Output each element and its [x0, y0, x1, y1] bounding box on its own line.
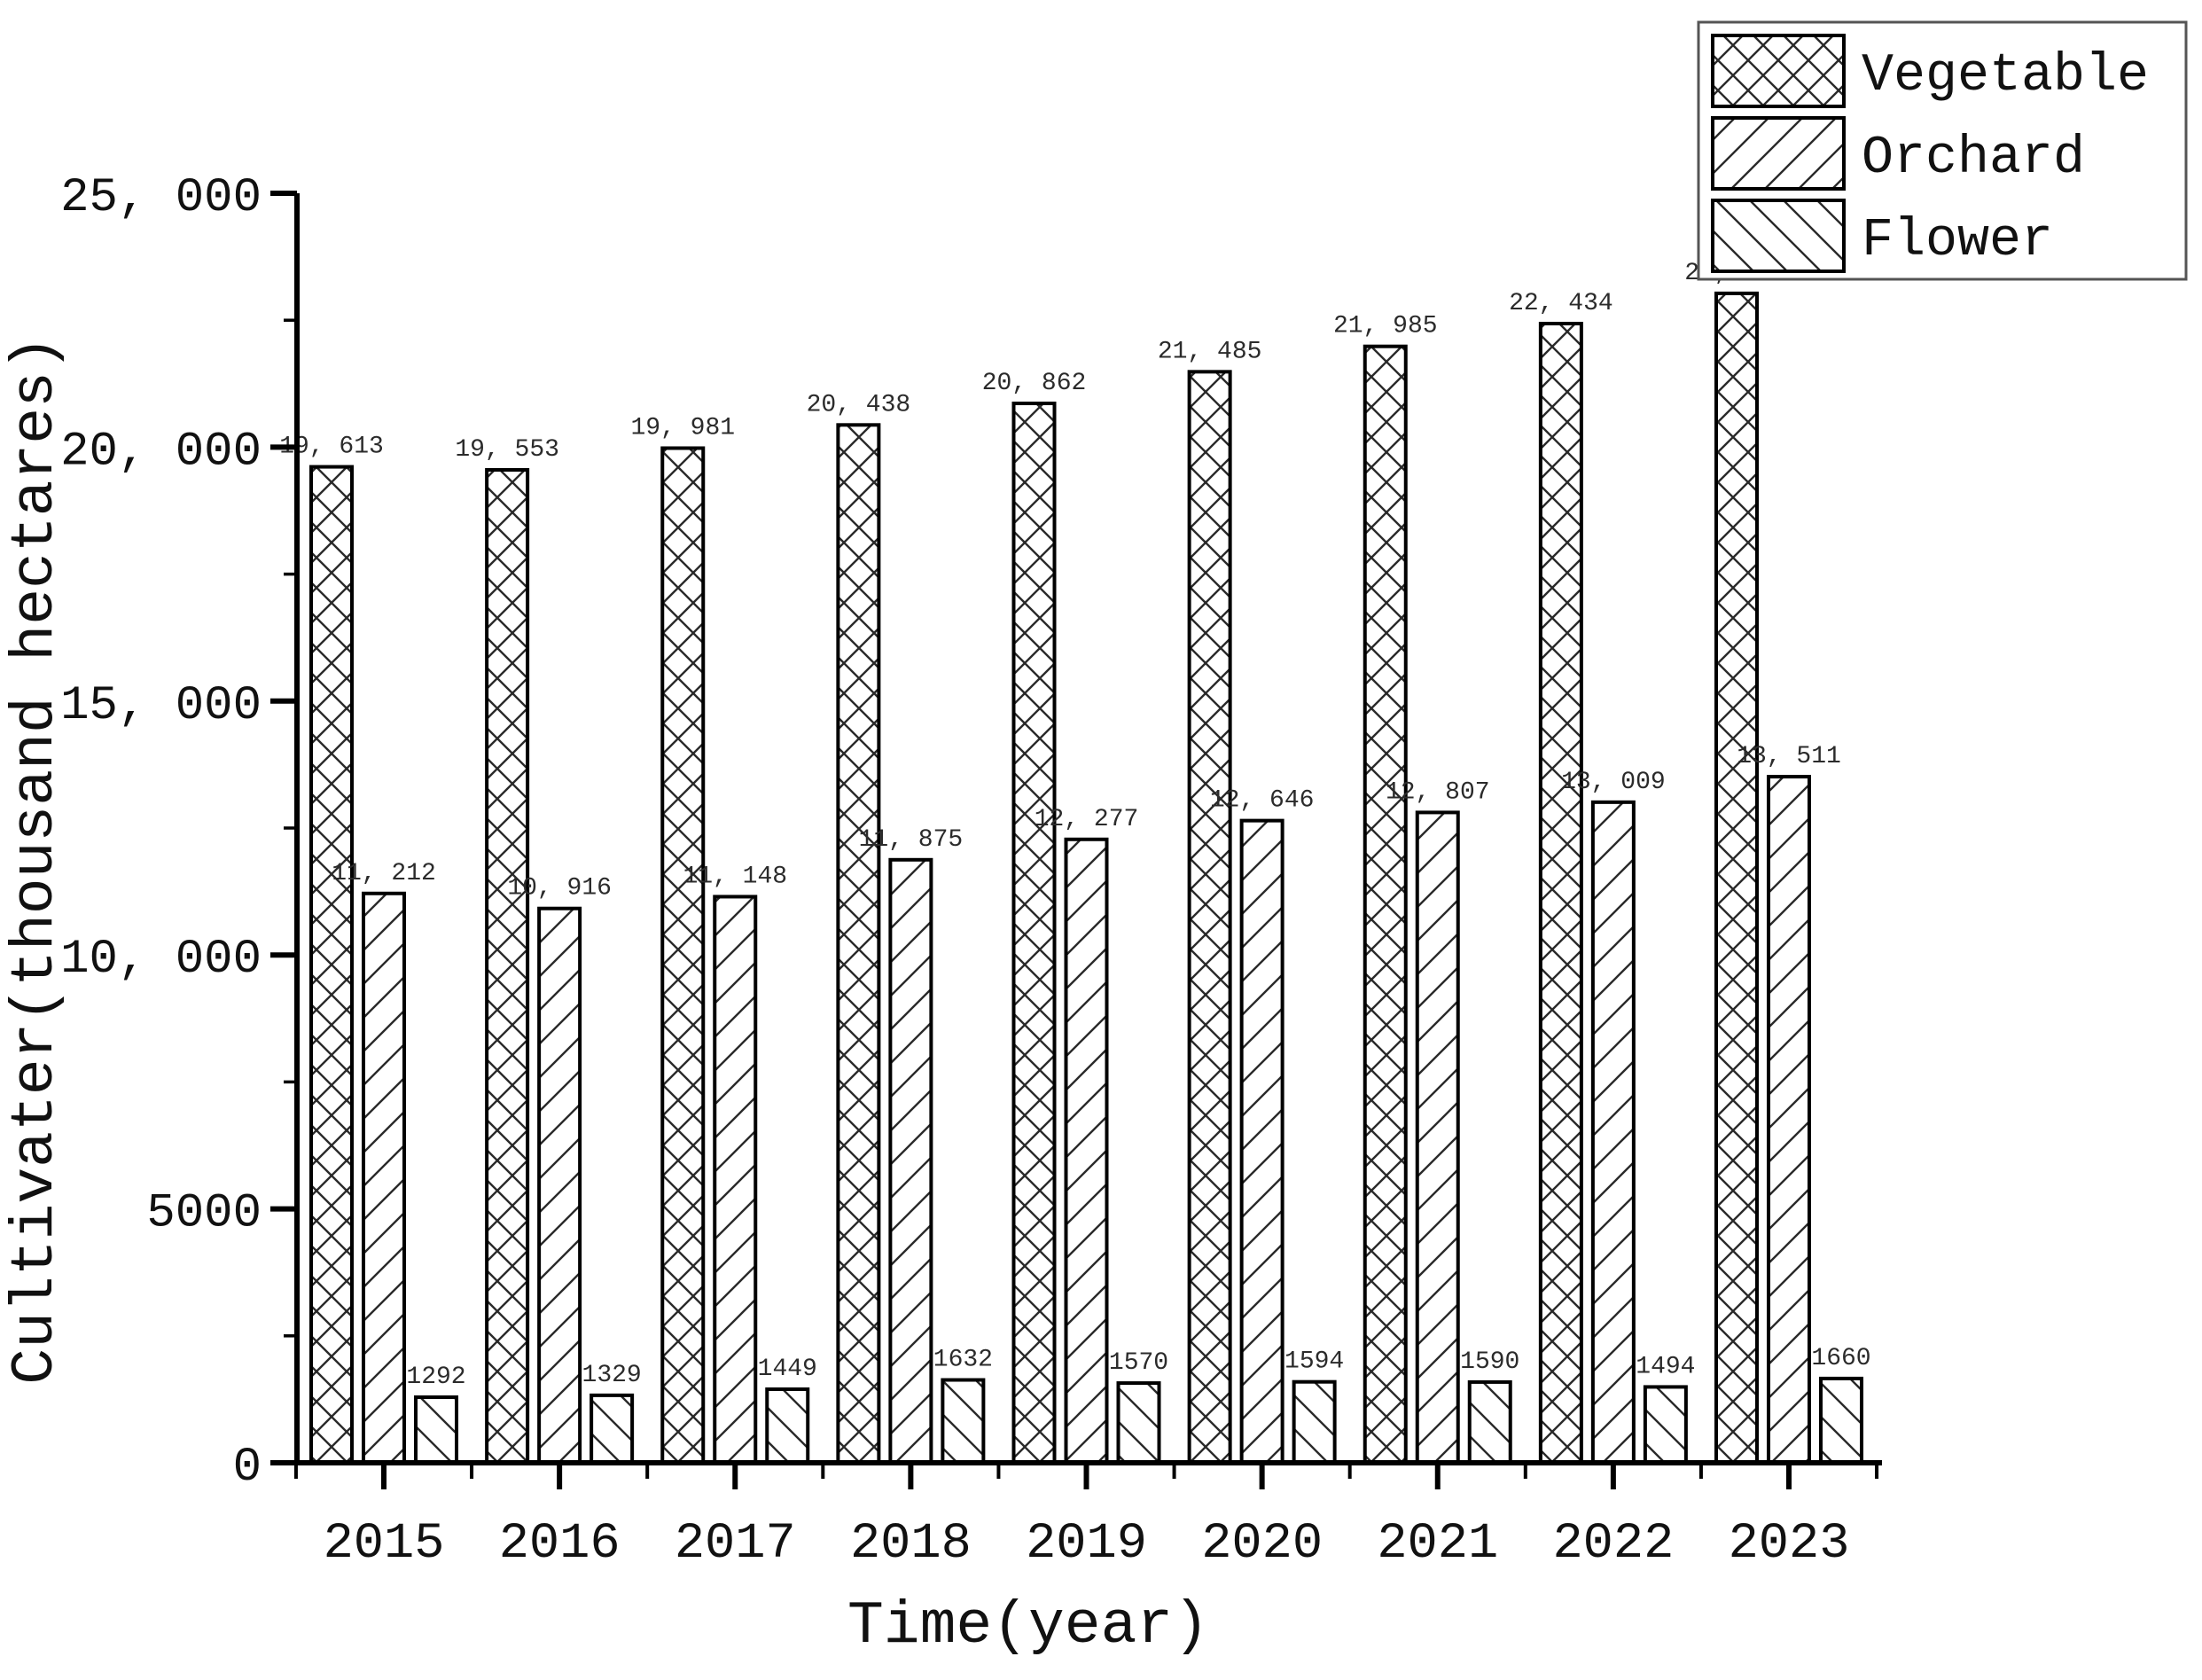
bar-vegetable-2015 — [309, 465, 354, 1465]
bar-value-label-vegetable-2022: 22, 434 — [1509, 290, 1613, 317]
y-tick-label: 10, 000 — [60, 933, 262, 987]
bar-value-label-flower-2022: 1494 — [1636, 1353, 1695, 1380]
bar-vegetable-2017 — [660, 446, 706, 1465]
legend-swatch-diagonal-backward — [1711, 199, 1846, 273]
x-tick-label: 2020 — [1201, 1516, 1323, 1573]
bar-value-label-vegetable-2016: 19, 553 — [455, 436, 559, 464]
bar-orchard-2023 — [1767, 775, 1811, 1465]
bar-vegetable-2020 — [1187, 370, 1232, 1465]
bar-orchard-2016 — [537, 906, 582, 1465]
axes-group — [270, 191, 1882, 1489]
x-tick-label: 2022 — [1552, 1516, 1674, 1573]
y-tick-label: 20, 000 — [60, 425, 262, 479]
x-tick-label: 2015 — [324, 1516, 445, 1573]
bar-value-label-vegetable-2021: 21, 985 — [1333, 313, 1438, 340]
bar-orchard-2018 — [888, 857, 933, 1465]
x-tick-label: 2016 — [499, 1516, 621, 1573]
bar-orchard-2019 — [1064, 837, 1109, 1465]
bar-flower-2023 — [1819, 1376, 1863, 1465]
legend-label-orchard: Orchard — [1862, 129, 2085, 189]
bar-value-label-orchard-2015: 11, 212 — [332, 860, 436, 887]
bar-flower-2022 — [1643, 1385, 1688, 1465]
bar-value-label-flower-2023: 1660 — [1811, 1345, 1870, 1372]
bar-flower-2021 — [1467, 1379, 1512, 1465]
bar-value-label-orchard-2019: 12, 277 — [1035, 806, 1139, 833]
legend-label-vegetable: Vegetable — [1862, 46, 2149, 106]
bar-flower-2019 — [1116, 1381, 1161, 1465]
bar-orchard-2015 — [362, 891, 406, 1465]
x-tick-label: 2021 — [1377, 1516, 1498, 1573]
bar-vegetable-2022 — [1538, 321, 1583, 1465]
bar-flower-2017 — [765, 1387, 810, 1465]
bar-value-label-orchard-2020: 12, 646 — [1210, 787, 1315, 815]
bar-flower-2016 — [590, 1393, 635, 1465]
bar-value-label-vegetable-2017: 19, 981 — [630, 414, 735, 441]
legend-item-flower: Flower — [1711, 199, 2053, 273]
bar-flower-2020 — [1292, 1379, 1337, 1465]
bar-vegetable-2023 — [1714, 291, 1759, 1465]
y-axis-title: Cultivater(thousand hectares) — [2, 335, 70, 1384]
y-tick-label: 25, 000 — [60, 171, 262, 225]
legend-item-orchard: Orchard — [1711, 116, 2085, 191]
bar-orchard-2021 — [1415, 810, 1460, 1465]
x-axis-title: Time(year) — [847, 1592, 1209, 1660]
bar-value-label-orchard-2018: 11, 875 — [859, 826, 964, 854]
legend-item-vegetable: Vegetable — [1711, 34, 2149, 108]
bar-orchard-2020 — [1239, 818, 1284, 1465]
legend-swatch-crosshatch — [1711, 34, 1846, 108]
bar-vegetable-2016 — [485, 468, 530, 1465]
bar-vegetable-2021 — [1363, 344, 1408, 1465]
y-tick-label: 15, 000 — [60, 679, 262, 733]
y-tick-label: 5000 — [146, 1187, 262, 1241]
bar-value-label-vegetable-2019: 20, 862 — [982, 370, 1087, 397]
x-tick-label: 2017 — [675, 1516, 796, 1573]
x-tick-label: 2018 — [850, 1516, 972, 1573]
x-tick-label: 2019 — [1026, 1516, 1147, 1573]
bar-orchard-2017 — [713, 895, 758, 1465]
legend-swatch-diagonal-forward — [1711, 116, 1846, 191]
bar-value-label-flower-2021: 1590 — [1460, 1348, 1519, 1376]
bar-value-label-vegetable-2020: 21, 485 — [1158, 338, 1262, 365]
bar-vegetable-2019 — [1011, 402, 1057, 1465]
y-tick-label: 0 — [233, 1441, 262, 1495]
legend-label-flower: Flower — [1862, 211, 2053, 271]
bar-value-label-flower-2017: 1449 — [758, 1356, 817, 1383]
bar-flower-2015 — [414, 1395, 458, 1465]
bar-vegetable-2018 — [836, 423, 881, 1465]
bar-value-label-orchard-2023: 13, 511 — [1737, 743, 1841, 770]
bar-value-label-orchard-2022: 13, 009 — [1561, 769, 1666, 796]
bar-value-label-flower-2018: 1632 — [933, 1347, 993, 1374]
bar-value-label-flower-2020: 1594 — [1284, 1348, 1344, 1376]
bar-orchard-2022 — [1590, 800, 1636, 1465]
bar-value-label-vegetable-2018: 20, 438 — [807, 391, 911, 418]
bar-value-label-orchard-2016: 10, 916 — [507, 875, 612, 903]
bar-value-label-orchard-2021: 12, 807 — [1386, 778, 1490, 806]
bar-value-label-flower-2016: 1329 — [582, 1362, 642, 1389]
bar-value-label-flower-2019: 1570 — [1109, 1349, 1168, 1377]
bar-value-label-orchard-2017: 11, 148 — [683, 863, 787, 890]
bar-value-label-flower-2015: 1292 — [406, 1364, 465, 1391]
x-tick-label: 2023 — [1729, 1516, 1850, 1573]
legend: Vegetable Orchard Flower — [1697, 20, 2188, 281]
bar-flower-2018 — [941, 1378, 986, 1465]
